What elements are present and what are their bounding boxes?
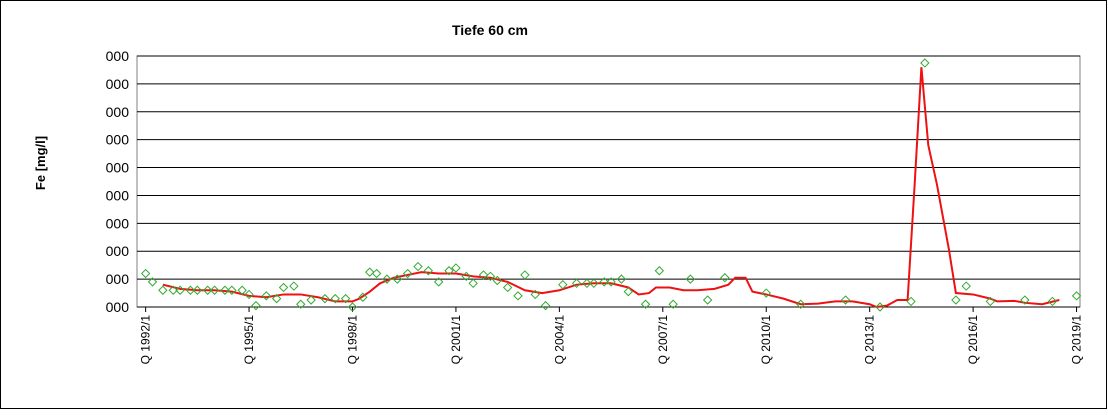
point (599, 277, 609, 287)
point (468, 278, 478, 289)
point (271, 293, 282, 304)
y-tick-label: 000 (106, 160, 130, 176)
point (140, 268, 151, 279)
y-tick-label: 000 (106, 132, 130, 148)
point (668, 299, 678, 309)
point (951, 295, 961, 305)
point (654, 266, 665, 276)
point (589, 278, 599, 289)
point (520, 270, 530, 280)
chart-title: Tiefe 60 cm (452, 22, 528, 38)
point (502, 282, 513, 293)
point (330, 293, 340, 304)
point (875, 302, 885, 312)
point (251, 300, 261, 311)
point (920, 58, 930, 68)
x-tick-label: Q 2001/1 (449, 315, 463, 365)
point (158, 285, 168, 295)
x-tick-label: Q 2007/1 (656, 315, 670, 365)
point (840, 295, 851, 305)
point (175, 285, 185, 295)
point (485, 271, 496, 282)
point (1020, 295, 1030, 305)
y-tick-label: 000 (106, 215, 130, 231)
point (571, 278, 582, 289)
point (985, 296, 996, 307)
point (685, 274, 696, 284)
point (192, 285, 203, 295)
point (237, 285, 247, 295)
point (289, 281, 299, 291)
y-tick-label: 000 (106, 299, 130, 315)
point (444, 266, 454, 276)
x-tick-label: Q 1995/1 (242, 315, 256, 365)
point (1071, 291, 1082, 301)
point (623, 286, 634, 297)
point (278, 282, 289, 293)
y-tick-label: 000 (106, 48, 130, 64)
point (606, 277, 616, 287)
point (365, 267, 375, 277)
point (761, 288, 771, 298)
point (906, 296, 916, 307)
point (461, 271, 471, 282)
point (530, 289, 540, 300)
x-tick-label: Q 2016/1 (966, 315, 980, 365)
point (202, 285, 213, 295)
point (358, 292, 368, 302)
point (1047, 296, 1058, 307)
point (320, 293, 330, 304)
x-tick-label: Q 2010/1 (759, 315, 773, 365)
point (296, 299, 306, 309)
point (347, 302, 358, 312)
y-axis-label: Fe [mg/l] (33, 136, 48, 190)
point (382, 274, 392, 284)
point (961, 281, 971, 291)
point (451, 263, 461, 273)
point (168, 285, 178, 295)
point (433, 277, 444, 287)
y-tick-label: 000 (106, 76, 130, 92)
y-tick-label: 000 (106, 271, 130, 287)
point (702, 295, 713, 305)
point (392, 274, 403, 284)
point (371, 268, 382, 279)
point (540, 300, 551, 311)
point (513, 291, 523, 301)
point (209, 285, 220, 295)
point (796, 299, 806, 309)
x-tick-label: Q 1998/1 (345, 315, 359, 365)
point (478, 270, 489, 280)
point (227, 285, 237, 295)
point (413, 261, 423, 272)
point (492, 275, 503, 286)
point (306, 295, 316, 305)
point (640, 299, 651, 309)
point (185, 285, 196, 295)
point (220, 285, 230, 295)
point (402, 268, 413, 279)
point (582, 278, 592, 289)
point (558, 279, 568, 290)
point (616, 274, 627, 284)
x-tick-label: Q 1992/1 (139, 315, 153, 365)
plot-area (136, 55, 1081, 308)
point (340, 293, 351, 304)
y-tick-label: 000 (106, 187, 130, 203)
x-tick-label: Q 2013/1 (863, 315, 877, 365)
point (244, 289, 254, 300)
point (261, 291, 272, 301)
point (720, 273, 730, 283)
y-tick-label: 000 (106, 104, 130, 120)
point (147, 277, 158, 287)
y-tick-label: 000 (106, 243, 130, 259)
x-tick-label: Q 2004/1 (552, 315, 566, 365)
x-tick-label: Q 2019/1 (1070, 315, 1084, 365)
point (423, 266, 434, 276)
